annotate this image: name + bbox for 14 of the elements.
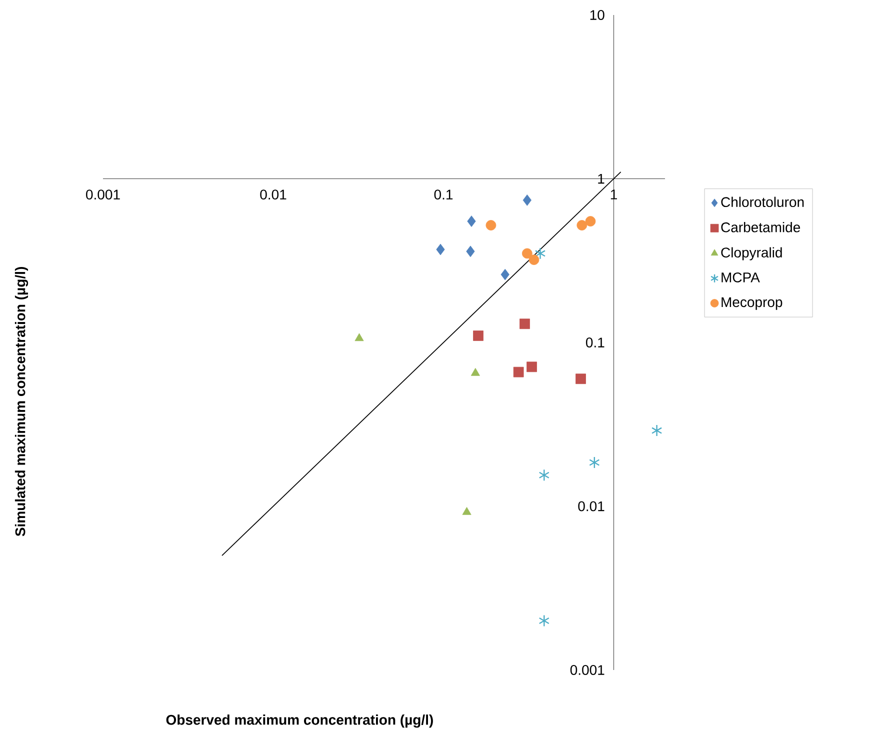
x-axis-title: Observed maximum concentration (µg/l) bbox=[166, 714, 433, 728]
x-tick-label: 0.001 bbox=[86, 190, 120, 200]
x-tick-label: 0.01 bbox=[260, 190, 286, 200]
y-tick-label: 0.01 bbox=[578, 501, 604, 512]
legend-label: Clopyralid bbox=[721, 247, 782, 260]
y-tick-label: 0.1 bbox=[586, 338, 604, 348]
legend-label: Carbetamide bbox=[721, 222, 800, 232]
x-tick-label: 0.1 bbox=[434, 190, 453, 200]
y-tick-label: 10 bbox=[590, 10, 604, 20]
y-tick-label: 0.001 bbox=[570, 665, 604, 675]
y-axis-title: Simulated maximum concentration (µg/l) bbox=[14, 267, 28, 536]
legend-label: Mecoprop bbox=[722, 297, 782, 310]
legend-label: Chlorotoluron bbox=[721, 196, 804, 208]
legend-label: MCPA bbox=[722, 272, 760, 282]
